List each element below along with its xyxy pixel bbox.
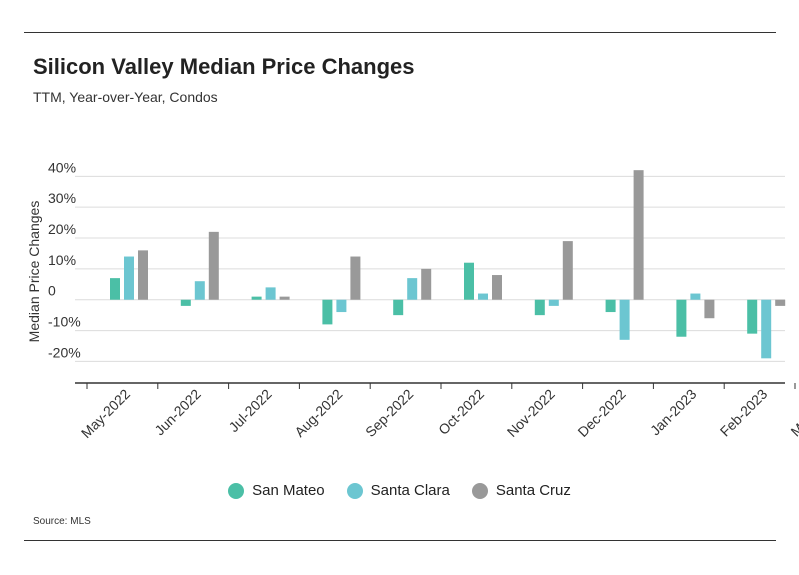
bar [704,299,715,319]
y-tick-label: 10% [48,252,76,268]
legend-label: Santa Clara [370,482,450,499]
legend-swatch [346,482,363,499]
bar [336,299,347,313]
x-tick-label: Nov-2022 [504,386,558,440]
x-tick-label: Jan-2023 [647,386,700,439]
x-tick-label: Feb-2023 [717,386,771,440]
bar [279,296,290,300]
legend-swatch [471,482,488,499]
y-axis-label: Median Price Changes [26,201,42,343]
y-tick-label: 40% [48,159,76,175]
bottom-rule [24,540,776,541]
x-tick-label: Jul-2022 [225,386,274,435]
y-tick-label: 30% [48,190,76,206]
y-tick-label: -20% [48,344,81,360]
legend-swatch [228,482,245,499]
legend-item: Santa Cruz [471,482,571,499]
bar [138,250,148,300]
chart-title: Silicon Valley Median Price Changes [33,54,415,79]
x-tick-label: Oct-2022 [435,386,487,438]
bar [110,278,120,300]
bar [464,262,474,300]
x-tick-label: Jun-2022 [151,386,204,439]
y-tick-label: 20% [48,221,76,237]
bar-layer [110,170,786,359]
y-tick-label: -10% [48,314,81,330]
bar [265,287,276,300]
bar [350,256,361,300]
bar [761,299,772,359]
bar [421,268,432,300]
y-tick-label: 0 [48,283,56,299]
bar [548,299,559,306]
x-tick-label: Mar-2023 [787,386,799,440]
bar [208,231,219,300]
legend-item: Santa Clara [346,482,450,499]
bar [775,299,786,306]
legend-label: Santa Cruz [495,482,571,499]
x-tick-label: Dec-2022 [574,386,628,440]
bar [619,299,630,340]
bar [676,299,687,337]
chart-legend: San Mateo Santa Clara Santa Cruz [0,482,799,499]
bar [690,293,701,300]
bar [605,299,616,313]
x-tick-label: May-2022 [78,386,133,441]
bar [492,275,502,300]
bar [633,170,644,300]
x-tick-label: Sep-2022 [362,386,416,440]
bar [322,299,333,325]
axis-layer [75,382,796,389]
bar [124,256,134,300]
chart-subtitle: TTM, Year-over-Year, Condos [33,89,218,105]
bar [562,241,573,300]
x-tick-label: Aug-2022 [291,386,345,440]
bar [407,278,418,300]
bar [251,296,262,300]
legend-label: San Mateo [252,482,325,499]
legend-item: San Mateo [228,482,325,499]
bar [747,299,758,334]
source-note: Source: MLS [33,516,91,527]
bar [534,299,545,316]
bar-chart: 40% 30% 20% 10% 0 -10% -20% Median Price Change… [26,159,799,441]
bar [478,293,488,300]
bar [194,281,205,300]
top-rule [24,32,776,33]
bar [180,299,191,306]
bar [393,299,404,316]
